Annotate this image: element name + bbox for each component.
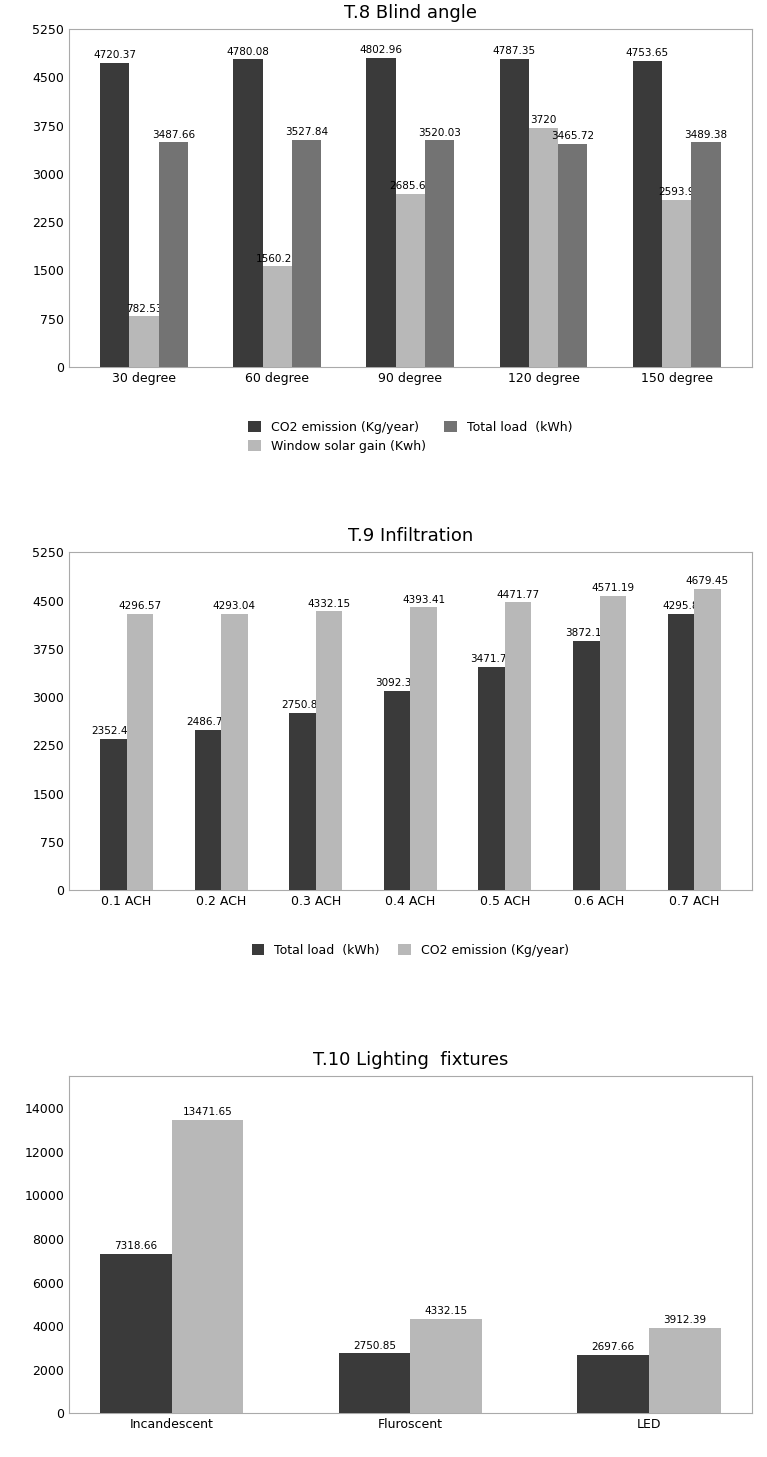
Bar bbox=[100, 1254, 172, 1413]
Text: 3912.39: 3912.39 bbox=[663, 1316, 706, 1326]
Text: 3527.84: 3527.84 bbox=[285, 127, 328, 137]
Bar bbox=[100, 63, 130, 367]
Text: 4296.57: 4296.57 bbox=[118, 600, 161, 610]
Legend: CO2 emission (Kg/year), Window solar gain (Kwh), Total load  (kWh): CO2 emission (Kg/year), Window solar gai… bbox=[245, 417, 576, 456]
Bar bbox=[100, 739, 127, 890]
Title: T.10 Lighting  fixtures: T.10 Lighting fixtures bbox=[313, 1050, 508, 1068]
Bar bbox=[159, 143, 188, 367]
Text: 4780.08: 4780.08 bbox=[226, 47, 269, 57]
Bar bbox=[262, 267, 291, 367]
Text: 4787.35: 4787.35 bbox=[492, 47, 536, 57]
Bar bbox=[633, 61, 662, 367]
Text: 3465.72: 3465.72 bbox=[551, 131, 594, 141]
Text: 2697.66: 2697.66 bbox=[591, 1342, 635, 1352]
Bar bbox=[479, 667, 505, 890]
Text: 4393.41: 4393.41 bbox=[402, 594, 445, 605]
Text: 3720: 3720 bbox=[530, 115, 557, 125]
Text: 3487.66: 3487.66 bbox=[152, 130, 195, 140]
Text: 782.53: 782.53 bbox=[126, 303, 163, 313]
Bar bbox=[558, 144, 588, 367]
Bar bbox=[195, 730, 221, 890]
Bar bbox=[316, 612, 342, 890]
Text: 4471.77: 4471.77 bbox=[496, 590, 540, 600]
Text: 2685.68: 2685.68 bbox=[389, 181, 432, 191]
Text: 3471.77: 3471.77 bbox=[470, 654, 513, 664]
Text: 4293.04: 4293.04 bbox=[213, 602, 256, 610]
Bar bbox=[694, 589, 721, 890]
Bar bbox=[172, 1120, 243, 1413]
Text: 3520.03: 3520.03 bbox=[418, 128, 461, 137]
Bar bbox=[691, 143, 721, 367]
Bar bbox=[384, 691, 410, 890]
Text: 2750.85: 2750.85 bbox=[281, 701, 324, 711]
Bar bbox=[289, 712, 316, 890]
Bar bbox=[499, 58, 529, 367]
Bar bbox=[425, 140, 454, 367]
Bar bbox=[396, 194, 425, 367]
Text: 7318.66: 7318.66 bbox=[114, 1241, 157, 1252]
Title: T.9 Infiltration: T.9 Infiltration bbox=[347, 527, 473, 545]
Bar bbox=[600, 596, 626, 890]
Bar bbox=[662, 200, 691, 367]
Bar bbox=[233, 60, 262, 367]
Bar bbox=[367, 58, 396, 367]
Text: 4295.8: 4295.8 bbox=[663, 600, 700, 610]
Bar bbox=[221, 613, 248, 890]
Text: 3872.17: 3872.17 bbox=[565, 628, 608, 638]
Text: 4720.37: 4720.37 bbox=[94, 51, 137, 60]
Bar bbox=[578, 1355, 649, 1413]
Bar bbox=[339, 1354, 410, 1413]
Text: 4679.45: 4679.45 bbox=[686, 577, 729, 586]
Legend: Total load  (kWh), CO2 emission (Kg/year): Total load (kWh), CO2 emission (Kg/year) bbox=[248, 940, 573, 960]
Bar bbox=[130, 316, 159, 367]
Text: 2486.79: 2486.79 bbox=[186, 717, 229, 727]
Text: 4802.96: 4802.96 bbox=[360, 45, 403, 55]
Bar bbox=[127, 613, 153, 890]
Bar bbox=[649, 1329, 721, 1413]
Bar bbox=[505, 602, 532, 890]
Bar bbox=[573, 641, 600, 890]
Bar bbox=[529, 128, 558, 367]
Title: T.8 Blind angle: T.8 Blind angle bbox=[344, 4, 477, 22]
Text: 2352.41: 2352.41 bbox=[92, 726, 135, 736]
Text: 3092.32: 3092.32 bbox=[376, 679, 419, 688]
Bar bbox=[410, 1319, 482, 1413]
Bar bbox=[410, 608, 437, 890]
Text: 13471.65: 13471.65 bbox=[183, 1107, 232, 1118]
Text: 4332.15: 4332.15 bbox=[308, 599, 351, 609]
Bar bbox=[667, 613, 694, 890]
Text: 4332.15: 4332.15 bbox=[425, 1305, 468, 1316]
Text: 2750.85: 2750.85 bbox=[353, 1340, 396, 1351]
Text: 4753.65: 4753.65 bbox=[626, 48, 669, 58]
Bar bbox=[291, 140, 321, 367]
Text: 2593.9: 2593.9 bbox=[658, 186, 695, 197]
Text: 3489.38: 3489.38 bbox=[684, 130, 728, 140]
Text: 1560.26: 1560.26 bbox=[255, 254, 298, 264]
Text: 4571.19: 4571.19 bbox=[591, 583, 634, 593]
